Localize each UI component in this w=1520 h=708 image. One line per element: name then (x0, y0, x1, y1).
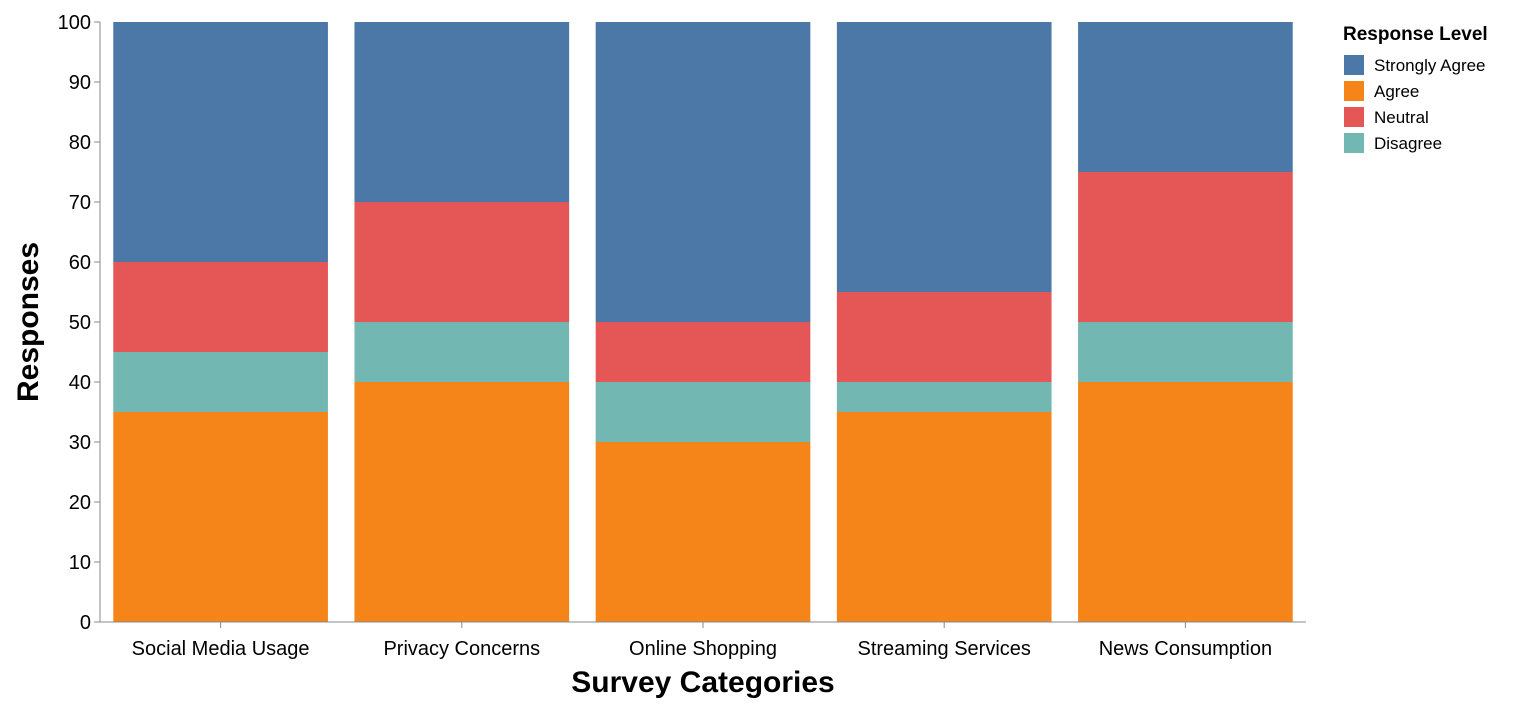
bar-segment-neutral (1078, 172, 1293, 322)
y-tick-label: 20 (69, 492, 91, 514)
legend-swatch-strongly-agree (1344, 55, 1364, 75)
y-tick-label: 90 (69, 72, 91, 94)
legend-label: Strongly Agree (1374, 56, 1486, 75)
legend-swatch-agree (1344, 81, 1364, 101)
x-tick-label: Online Shopping (629, 638, 777, 660)
y-tick-label: 70 (69, 192, 91, 214)
legend-title: Response Level (1343, 24, 1488, 45)
bar-segment-strongly-agree (1078, 22, 1293, 172)
legend-label: Neutral (1374, 108, 1429, 127)
bar-segment-disagree (354, 322, 570, 382)
bar-segment-neutral (595, 322, 811, 382)
bar-segment-disagree (113, 352, 328, 412)
bar-segment-disagree (595, 382, 811, 442)
x-tick-label: News Consumption (1099, 638, 1272, 660)
bar-segment-neutral (354, 202, 570, 322)
bar-segment-neutral (836, 292, 1052, 382)
legend: Response Level Strongly Agree Agree Neutra… (1343, 24, 1488, 153)
bar-segment-agree (836, 412, 1052, 622)
y-tick-label: 40 (69, 372, 91, 394)
y-tick-label: 10 (69, 552, 91, 574)
x-tick-label: Social Media Usage (132, 638, 310, 660)
bar-segment-disagree (1078, 322, 1293, 382)
bar-segment-agree (113, 412, 328, 622)
bar-segment-neutral (113, 262, 328, 352)
x-axis: Social Media Usage Privacy Concerns Online… (100, 621, 1306, 660)
legend-swatch-disagree (1344, 133, 1364, 153)
y-tick-label: 50 (69, 312, 91, 334)
y-tick-label: 100 (58, 12, 91, 34)
y-tick-label: 30 (69, 432, 91, 454)
bars-layer (113, 22, 1293, 622)
bar-segment-agree (1078, 382, 1293, 622)
x-tick-label: Streaming Services (857, 638, 1030, 660)
bar-segment-agree (354, 382, 570, 622)
x-axis-title: Survey Categories (571, 666, 834, 699)
legend-label: Agree (1374, 82, 1419, 101)
bar-segment-strongly-agree (836, 22, 1052, 292)
legend-swatch-neutral (1344, 107, 1364, 127)
y-axis: 0 10 20 30 40 50 60 70 80 90 100 (58, 12, 101, 634)
bar-segment-strongly-agree (354, 22, 570, 202)
y-tick-label: 0 (80, 612, 91, 634)
x-tick-label: Privacy Concerns (383, 638, 540, 660)
bar-segment-agree (595, 442, 811, 622)
y-axis-title: Responses (12, 242, 45, 402)
y-tick-label: 80 (69, 132, 91, 154)
bar-segment-strongly-agree (595, 22, 811, 322)
legend-label: Disagree (1374, 134, 1442, 153)
bar-segment-disagree (836, 382, 1052, 412)
y-tick-label: 60 (69, 252, 91, 274)
bar-segment-strongly-agree (113, 22, 328, 262)
